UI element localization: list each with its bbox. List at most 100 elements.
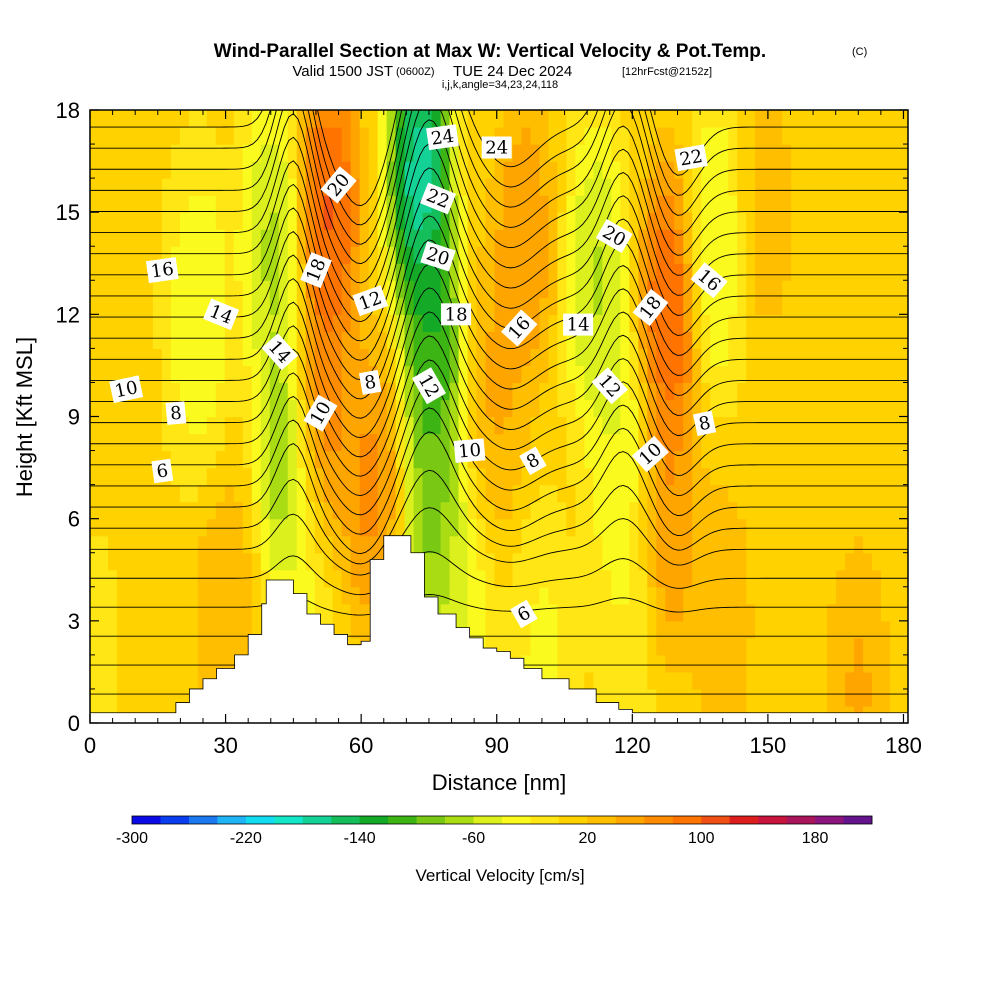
vv-cell (710, 144, 720, 162)
vv-cell (179, 450, 190, 469)
vv-cell (269, 212, 280, 230)
vv-cell (161, 144, 172, 162)
vv-cell (791, 127, 801, 145)
vv-cell (260, 348, 271, 367)
vv-cell (863, 144, 873, 162)
vv-cell (827, 127, 837, 145)
vv-cell (683, 365, 693, 384)
vv-cell (863, 620, 873, 639)
vv-cell (332, 620, 343, 639)
vv-cell (476, 603, 487, 622)
vv-cell (215, 263, 226, 281)
vv-cell (359, 501, 370, 520)
vv-cell (341, 348, 352, 367)
vv-cell (116, 484, 127, 503)
vv-cell (404, 314, 415, 332)
vv-cell (116, 127, 127, 145)
vv-cell (710, 450, 720, 469)
title-block: Wind-Parallel Section at Max W: Vertical… (214, 41, 867, 91)
vv-cell (521, 535, 532, 554)
vv-cell (782, 688, 792, 707)
vv-cell (503, 569, 514, 588)
vv-cell (575, 484, 585, 503)
vv-cell (593, 654, 603, 673)
vv-cell (152, 348, 163, 367)
vv-cell (530, 586, 541, 605)
vv-cell (116, 518, 127, 537)
vv-cell (773, 263, 783, 281)
vv-cell (710, 229, 720, 247)
theta-contour (90, 507, 908, 576)
vv-cell (782, 297, 792, 315)
vv-cell (656, 399, 666, 418)
vv-cell (170, 229, 181, 247)
vv-cell (485, 263, 496, 281)
vv-cell (251, 501, 262, 520)
vv-cell (629, 688, 639, 707)
vv-cell (827, 433, 837, 452)
vv-cell (323, 586, 334, 605)
vv-cell (773, 637, 783, 656)
vv-cell (512, 433, 523, 452)
vv-cell (791, 263, 801, 281)
vv-cell (548, 569, 559, 588)
colorbar-tick-label: 20 (578, 830, 596, 847)
vv-cell (620, 535, 630, 554)
vv-cell (575, 518, 585, 537)
vv-cell (494, 314, 505, 332)
vv-cell (341, 212, 352, 230)
vv-cell (458, 365, 469, 384)
vv-cell (764, 688, 774, 707)
vv-cell (881, 586, 891, 605)
vv-cell (125, 314, 136, 332)
vv-cell (260, 552, 271, 571)
vv-cell (143, 484, 154, 503)
vv-cell (341, 416, 352, 435)
vv-cell (404, 467, 415, 486)
vv-cell (854, 127, 864, 145)
vv-cell (575, 603, 585, 622)
vv-cell (890, 365, 900, 384)
vv-cell (755, 314, 765, 332)
vv-cell (602, 654, 612, 673)
vv-cell (737, 484, 747, 503)
vv-cell (269, 552, 280, 571)
vv-cell (782, 671, 792, 690)
vv-cell (539, 518, 550, 537)
vv-cell (476, 586, 487, 605)
vv-cell (341, 620, 352, 639)
x-tick-label: 120 (614, 733, 651, 758)
vv-cell (629, 654, 639, 673)
vv-cell (476, 246, 487, 264)
vv-cell (575, 365, 585, 384)
vv-cell (476, 280, 487, 298)
vv-cell (701, 110, 711, 128)
vv-cell (593, 552, 603, 571)
vv-cell (485, 518, 496, 537)
vv-cell (332, 569, 343, 588)
vv-cell (728, 314, 738, 332)
vv-cell (764, 467, 774, 486)
vv-cell (494, 569, 505, 588)
vv-cell (665, 297, 675, 315)
vv-cell (485, 212, 496, 230)
vv-cell (836, 688, 846, 707)
vv-cell (638, 484, 648, 503)
vv-cell (431, 433, 442, 452)
vv-cell (674, 348, 684, 367)
vv-cell (557, 399, 568, 418)
vv-cell (881, 348, 891, 367)
vv-cell (566, 671, 577, 690)
vv-cell (665, 518, 675, 537)
vv-cell (872, 365, 882, 384)
vv-cell (215, 450, 226, 469)
vv-cell (566, 467, 577, 486)
vv-cell (899, 382, 908, 401)
vv-cell (503, 246, 514, 264)
vv-cell (458, 416, 469, 435)
vv-cell (719, 144, 729, 162)
colorbar-swatch (587, 816, 617, 824)
vv-cell (863, 178, 873, 196)
vv-cell (107, 467, 118, 486)
contour-label-box (303, 394, 338, 432)
